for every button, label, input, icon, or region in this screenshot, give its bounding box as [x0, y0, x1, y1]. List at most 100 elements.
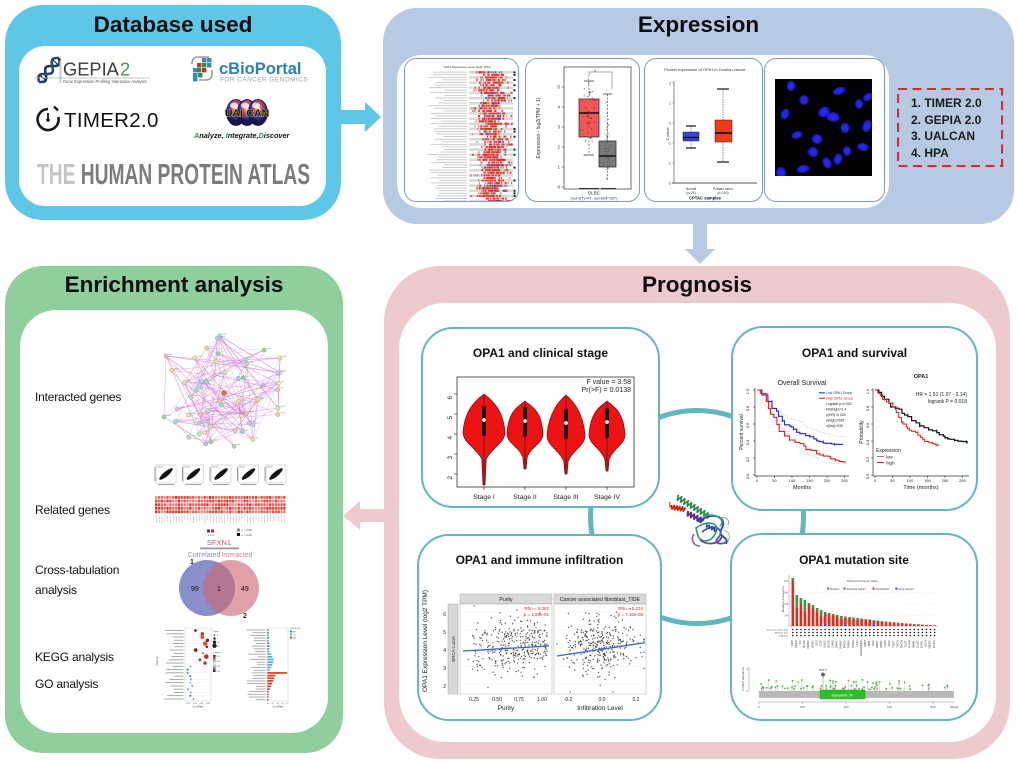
svg-text:R247*: R247* — [819, 668, 828, 672]
svg-text:Normal: Normal — [686, 187, 697, 191]
svg-text:TGCT: TGCT — [891, 640, 895, 648]
svg-text:n(high)=535: n(high)=535 — [826, 419, 844, 423]
svg-text:0.50: 0.50 — [492, 697, 502, 703]
svg-text:Stage I: Stage I — [473, 494, 495, 501]
svg-text:p > 0.05: p > 0.05 — [242, 528, 253, 532]
svg-text:DMAC: DMAC — [806, 640, 810, 648]
svg-text:5: 5 — [557, 85, 560, 90]
svg-text:OV: OV — [798, 640, 802, 644]
svg-text:250: 250 — [841, 478, 848, 483]
svg-text:THYM: THYM — [907, 640, 911, 649]
svg-text:800: 800 — [930, 705, 935, 709]
svg-text:SHOW: SHOW — [839, 640, 843, 649]
svg-text:3: 3 — [448, 455, 454, 459]
svg-text:R=0.8: R=0.8 — [267, 467, 273, 469]
svg-text:6: 6 — [448, 395, 454, 399]
svg-text:0.0: 0.0 — [267, 703, 270, 705]
svg-text:2: 2 — [448, 475, 454, 479]
svg-text:0.2: 0.2 — [745, 456, 750, 462]
svg-text:UCS: UCS — [814, 640, 818, 646]
svg-text:Analyze, Integrate,Discover: Analyze, Integrate,Discover — [194, 131, 291, 140]
svg-text:Amplification: Amplification — [876, 588, 891, 591]
svg-text:PCPG: PCPG — [932, 640, 936, 648]
svg-text:1: 1 — [217, 586, 221, 593]
svg-text:200: 200 — [800, 705, 805, 709]
svg-text:0: 0 — [557, 185, 560, 190]
svg-text:0.8: 0.8 — [745, 405, 750, 411]
svg-text:0.04: 0.04 — [193, 703, 198, 705]
svg-text:ACC: ACC — [887, 640, 891, 646]
svg-text:0: 0 — [747, 690, 749, 693]
svg-text:1.00: 1.00 — [537, 697, 547, 703]
svg-text:TIMER2.0: TIMER2.0 — [64, 109, 159, 132]
svg-text:p(HR)=0.026: p(HR)=0.026 — [826, 413, 846, 417]
svg-text:GeneRatio: GeneRatio — [273, 706, 285, 709]
svg-text:0.6: 0.6 — [745, 422, 750, 428]
svg-text:OPA1: OPA1 — [914, 374, 929, 380]
svg-text:0: 0 — [874, 478, 877, 483]
svg-text:Expression: Expression — [876, 448, 901, 454]
svg-text:2: 2 — [243, 613, 247, 620]
svg-text:Rho = 0.062: Rho = 0.062 — [524, 606, 549, 611]
svg-text:Mutation Frequency: Mutation Frequency — [781, 585, 785, 612]
svg-text:4: 4 — [443, 648, 446, 654]
svg-text:(num(T)=47, num(N)=337): (num(T)=47, num(N)=337) — [571, 196, 619, 201]
svg-text:0.03: 0.03 — [217, 666, 221, 668]
svg-text:(n=25): (n=25) — [686, 191, 695, 195]
svg-text:0.08: 0.08 — [206, 703, 211, 705]
svg-text:DLSD: DLSD — [802, 640, 806, 647]
svg-text:KICH: KICH — [924, 640, 928, 647]
svg-text:TUST: TUST — [903, 640, 907, 648]
svg-text:4: 4 — [747, 668, 749, 671]
svg-text:3: 3 — [557, 125, 560, 130]
svg-text:0: 0 — [758, 705, 760, 709]
svg-text:Structural variant data: Structural variant data — [767, 628, 789, 631]
svg-text:Correlated: Correlated — [188, 552, 221, 559]
svg-text:LUAD: LUAD — [831, 640, 835, 647]
svg-text:CHOL: CHOL — [920, 640, 924, 648]
svg-text:UVM: UVM — [790, 640, 794, 647]
svg-text:PAAD: PAAD — [851, 640, 855, 647]
svg-text:-1 0 1: -1 0 1 — [207, 533, 214, 537]
svg-text:HNSC: HNSC — [879, 640, 883, 648]
svg-text:4: 4 — [557, 105, 560, 110]
svg-text:GBM: GBM — [863, 640, 867, 647]
svg-text:Expression - log2(TPM + 1): Expression - log2(TPM + 1) — [536, 97, 542, 158]
svg-text:High OPA1 Group: High OPA1 Group — [826, 397, 853, 401]
svg-text:Pathway: Pathway — [156, 656, 159, 666]
svg-text:logrank P = 0.018: logrank P = 0.018 — [928, 399, 967, 405]
svg-text:0.06: 0.06 — [200, 703, 205, 705]
svg-text:13: 13 — [217, 646, 220, 648]
svg-text:600: 600 — [887, 705, 892, 709]
svg-text:Z-value: Z-value — [665, 127, 670, 141]
svg-text:400: 400 — [843, 705, 848, 709]
svg-text:-1: -1 — [668, 142, 671, 146]
svg-text:1.0: 1.0 — [865, 388, 870, 394]
svg-text:Pr(>F) = 0.0138: Pr(>F) = 0.0138 — [582, 387, 632, 394]
svg-text:DLBC: DLBC — [916, 640, 920, 647]
svg-text:3: 3 — [443, 666, 446, 672]
svg-text:Primary tumor: Primary tumor — [713, 187, 734, 191]
svg-text:Rho = 0.234: Rho = 0.234 — [618, 606, 643, 611]
svg-text:5: 5 — [448, 415, 454, 419]
svg-text:AMP: AMP — [867, 640, 871, 646]
svg-text:8%: 8% — [784, 580, 788, 583]
svg-text:-0.2: -0.2 — [564, 697, 573, 703]
svg-text:0.02: 0.02 — [217, 661, 221, 663]
svg-text:99: 99 — [191, 586, 199, 593]
svg-text:5: 5 — [443, 630, 446, 636]
svg-text:PRAD: PRAD — [847, 640, 851, 648]
svg-text:(n=100): (n=100) — [717, 191, 728, 195]
svg-text:Mutation: Mutation — [830, 588, 840, 591]
svg-text:JMMC: JMMC — [912, 640, 916, 648]
svg-text:0.2: 0.2 — [276, 703, 279, 705]
svg-text:p.adjust: p.adjust — [213, 651, 221, 654]
svg-text:R=0.8: R=0.8 — [157, 467, 163, 469]
svg-text:p = 1.59e-01: p = 1.59e-01 — [524, 612, 550, 617]
svg-text:150: 150 — [806, 478, 813, 483]
svg-text:1: 1 — [557, 165, 560, 170]
svg-text:4: 4 — [448, 435, 454, 439]
svg-text:ONTOLOGY: ONTOLOGY — [290, 628, 301, 630]
svg-text:-2: -2 — [668, 162, 671, 166]
svg-text:Purity: Purity — [498, 705, 515, 712]
